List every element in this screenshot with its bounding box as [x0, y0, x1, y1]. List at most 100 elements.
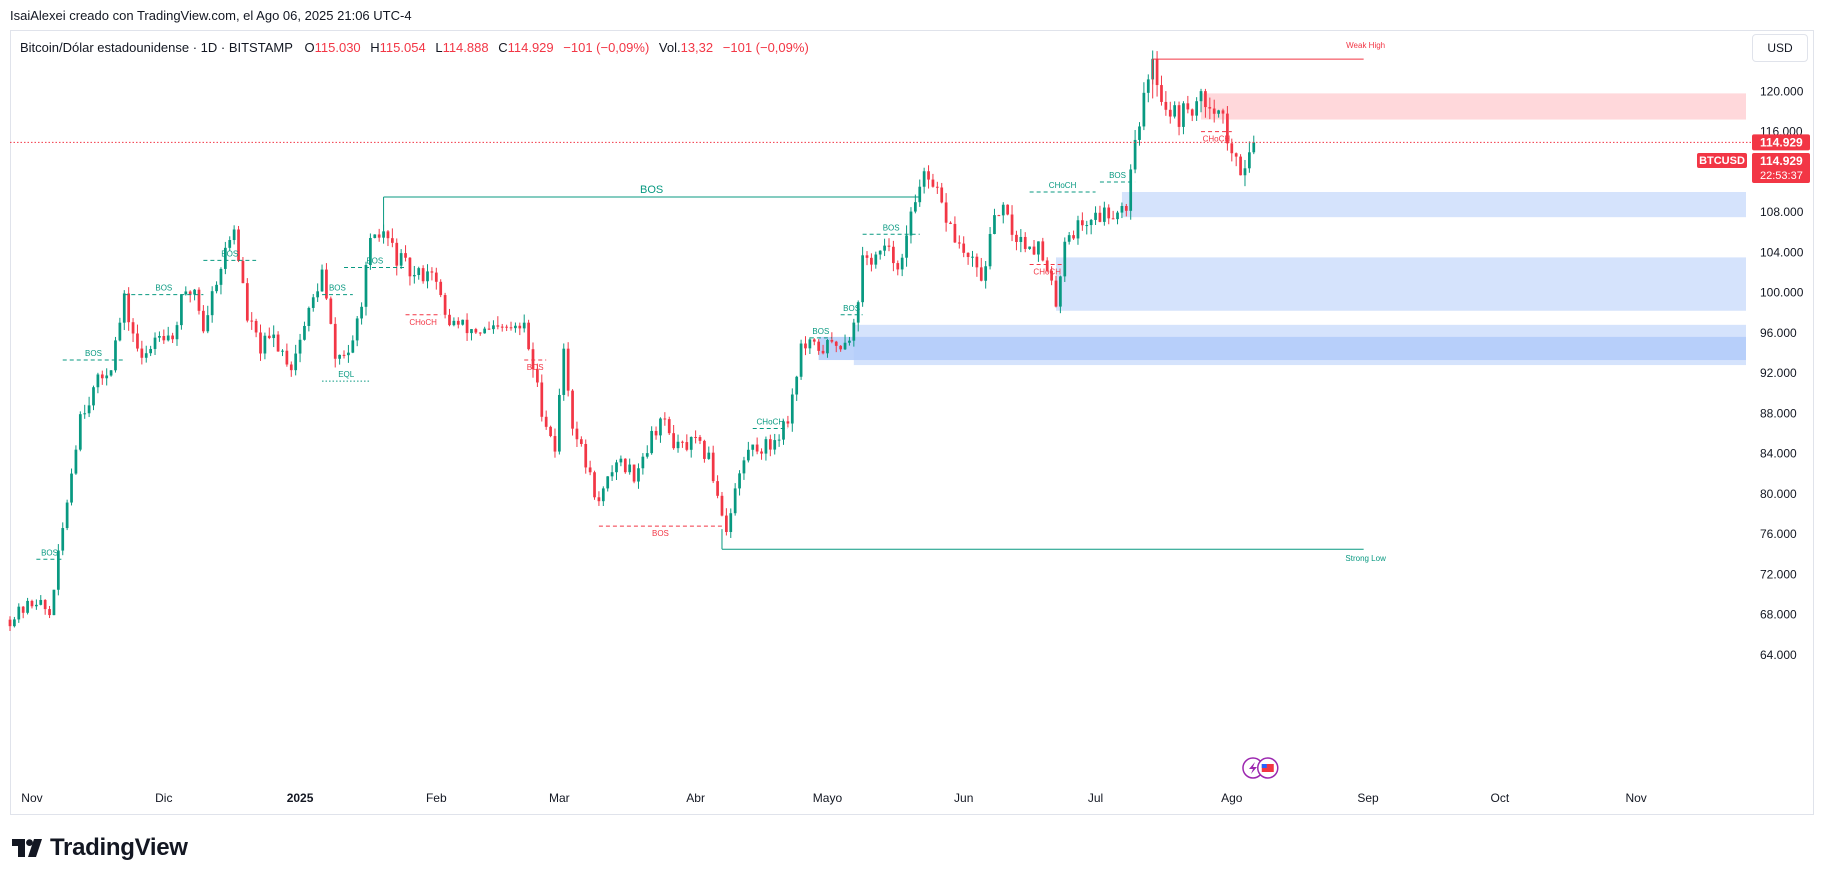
candle-body [250, 320, 254, 322]
candle-body [320, 269, 324, 292]
candle-body [294, 353, 298, 371]
candle-body [905, 235, 908, 258]
candle-body [830, 339, 834, 342]
candle-body [711, 452, 715, 482]
structure-label: BOS [527, 363, 544, 372]
candle-body [289, 364, 293, 371]
y-tick-label: 108.000 [1760, 205, 1804, 219]
candle-body [966, 252, 970, 258]
candle-body [997, 215, 1001, 217]
candle-body [729, 513, 733, 533]
structure-label: BOS [41, 548, 58, 557]
x-tick-label: Sep [1357, 791, 1379, 805]
candle-body [144, 353, 148, 358]
candle-body [1010, 214, 1014, 235]
structure-label: BOS [640, 184, 663, 196]
candle-body [698, 437, 702, 441]
candle-body [56, 550, 60, 590]
candle-body [579, 439, 583, 444]
candle-body [65, 502, 69, 529]
candle-body [347, 352, 350, 356]
candle-body [228, 240, 232, 248]
candle-body [149, 348, 153, 354]
candle-body [773, 440, 777, 450]
y-tick-label: 104.000 [1760, 245, 1804, 259]
candle-body [760, 451, 763, 454]
candle-body [694, 436, 697, 438]
candle-body [39, 599, 43, 605]
candle-body [659, 418, 662, 436]
structure-label: CHoCH [409, 318, 437, 327]
candle-body [311, 297, 315, 308]
candle-body [1182, 103, 1185, 127]
candle-body [364, 265, 368, 307]
candle-body [166, 335, 170, 341]
candle-body [448, 314, 451, 326]
candle-body [373, 234, 377, 238]
candle-body [817, 341, 821, 351]
candle-body [87, 405, 91, 414]
candle-body [913, 202, 917, 212]
candle-body [790, 394, 794, 424]
candle-body [1032, 246, 1036, 255]
candle-body [637, 468, 640, 482]
flag-stripes [1261, 764, 1274, 772]
candle-body [197, 289, 201, 311]
candle-body [518, 325, 522, 329]
x-tick-label: Jul [1088, 791, 1103, 805]
candle-body [619, 458, 623, 463]
candle-body [342, 354, 346, 356]
x-tick-label: Jun [954, 791, 973, 805]
candle-body [949, 222, 952, 224]
candle-body [78, 414, 82, 450]
candle-body [540, 382, 544, 417]
candle-body [861, 255, 864, 303]
candle-body [575, 428, 579, 440]
candle-body [1217, 110, 1220, 114]
candle-body [276, 334, 280, 352]
tradingview-brand[interactable]: TradingView [12, 834, 188, 862]
candle-body [672, 433, 675, 449]
candle-body [623, 458, 627, 473]
candle-body [1059, 276, 1062, 307]
currency-button[interactable]: USD [1752, 34, 1808, 62]
candle-body [1243, 168, 1247, 176]
candle-body [430, 271, 434, 273]
structure-label: Weak High [1346, 41, 1385, 50]
candle-body [118, 322, 122, 341]
candle-body [1168, 109, 1172, 117]
candle-body [931, 179, 935, 187]
candle-body [478, 332, 482, 334]
legend-symbol[interactable]: Bitcoin/Dólar estadounidense · 1D · BITS… [20, 40, 293, 55]
candle-body [1129, 169, 1133, 211]
candle-body [786, 421, 790, 424]
candle-body [171, 335, 174, 340]
structure-label: BOS [843, 304, 860, 313]
candle-body [456, 320, 460, 325]
candle-body [993, 215, 996, 234]
candle-body [500, 326, 504, 328]
candle-body [215, 284, 218, 292]
candle-body [285, 350, 289, 365]
candle-body [259, 332, 262, 354]
candle-body [162, 335, 166, 341]
candle-body [404, 253, 407, 258]
candle-body [527, 322, 530, 350]
candle-body [369, 237, 372, 266]
candle-body [1177, 105, 1181, 127]
candle-body [935, 186, 939, 188]
x-tick-label: Abr [686, 791, 705, 805]
current-price-label: 114.929 [1760, 135, 1803, 149]
candle-body [562, 348, 566, 395]
y-tick-label: 84.000 [1760, 447, 1797, 461]
y-tick-label: 64.000 [1760, 648, 1797, 662]
candle-body [821, 350, 825, 354]
candle-body [109, 370, 113, 376]
candle-body [1190, 109, 1194, 116]
legend-high: 115.054 [379, 40, 426, 55]
candle-body [122, 293, 126, 323]
candle-body [944, 202, 948, 223]
candle-body [566, 348, 570, 391]
candle-body [1111, 218, 1115, 220]
